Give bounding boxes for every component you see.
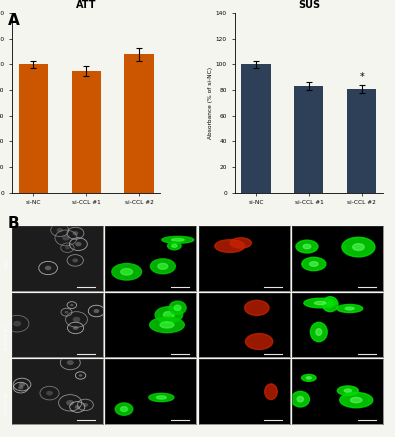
Ellipse shape bbox=[303, 244, 311, 249]
Y-axis label: Absorbance (% of si-NC): Absorbance (% of si-NC) bbox=[208, 67, 213, 139]
Circle shape bbox=[19, 382, 25, 387]
Circle shape bbox=[73, 317, 80, 322]
Circle shape bbox=[64, 311, 68, 314]
Circle shape bbox=[66, 400, 74, 406]
Circle shape bbox=[62, 235, 70, 241]
Title: SUS: SUS bbox=[298, 0, 320, 10]
Ellipse shape bbox=[230, 238, 251, 248]
Ellipse shape bbox=[155, 307, 182, 323]
Ellipse shape bbox=[353, 244, 364, 250]
Ellipse shape bbox=[310, 323, 327, 342]
Bar bbox=[19, 64, 48, 193]
Y-axis label: Si-CCL2 #1: Si-CCL2 #1 bbox=[5, 325, 9, 350]
Circle shape bbox=[75, 405, 80, 409]
Circle shape bbox=[56, 228, 63, 232]
Circle shape bbox=[79, 374, 83, 377]
Ellipse shape bbox=[297, 396, 303, 402]
Circle shape bbox=[83, 403, 88, 407]
Bar bbox=[241, 64, 271, 193]
Ellipse shape bbox=[149, 393, 174, 402]
Ellipse shape bbox=[162, 236, 194, 243]
Ellipse shape bbox=[301, 375, 316, 382]
Circle shape bbox=[45, 266, 51, 271]
Circle shape bbox=[65, 246, 70, 250]
Ellipse shape bbox=[310, 262, 318, 266]
Title: ATT: ATT bbox=[76, 0, 96, 10]
Ellipse shape bbox=[345, 307, 354, 310]
Ellipse shape bbox=[172, 244, 177, 247]
Ellipse shape bbox=[160, 322, 174, 328]
Circle shape bbox=[18, 386, 23, 389]
Ellipse shape bbox=[344, 389, 352, 392]
Circle shape bbox=[94, 309, 99, 313]
Ellipse shape bbox=[150, 317, 184, 333]
Ellipse shape bbox=[121, 268, 133, 275]
Ellipse shape bbox=[296, 240, 318, 253]
Circle shape bbox=[70, 304, 73, 306]
Ellipse shape bbox=[302, 257, 326, 271]
Text: *: * bbox=[359, 72, 364, 82]
Ellipse shape bbox=[337, 386, 358, 395]
Ellipse shape bbox=[316, 329, 322, 336]
Ellipse shape bbox=[327, 302, 333, 307]
Bar bbox=[71, 71, 101, 193]
Ellipse shape bbox=[340, 392, 373, 408]
Text: B: B bbox=[8, 216, 19, 231]
Ellipse shape bbox=[342, 237, 375, 257]
Ellipse shape bbox=[156, 396, 166, 399]
Ellipse shape bbox=[150, 259, 175, 274]
Ellipse shape bbox=[350, 397, 362, 403]
Ellipse shape bbox=[314, 302, 326, 305]
Ellipse shape bbox=[174, 305, 181, 310]
Circle shape bbox=[13, 321, 21, 326]
Y-axis label: Si-CCL2 #2: Si-CCL2 #2 bbox=[5, 392, 9, 416]
Ellipse shape bbox=[265, 384, 277, 399]
Circle shape bbox=[75, 242, 81, 246]
Ellipse shape bbox=[245, 333, 273, 350]
Ellipse shape bbox=[322, 297, 338, 312]
Ellipse shape bbox=[120, 407, 128, 412]
Ellipse shape bbox=[115, 403, 133, 415]
Ellipse shape bbox=[164, 312, 175, 318]
Ellipse shape bbox=[169, 301, 186, 314]
Bar bbox=[124, 54, 154, 193]
Circle shape bbox=[67, 360, 74, 365]
Ellipse shape bbox=[291, 392, 309, 407]
Circle shape bbox=[73, 326, 78, 330]
Text: A: A bbox=[8, 13, 20, 28]
Ellipse shape bbox=[245, 300, 269, 316]
Ellipse shape bbox=[215, 239, 245, 253]
Y-axis label: siNC: siNC bbox=[5, 259, 9, 268]
Ellipse shape bbox=[167, 242, 181, 250]
Ellipse shape bbox=[171, 239, 184, 241]
Circle shape bbox=[73, 231, 79, 236]
Ellipse shape bbox=[306, 377, 311, 379]
Ellipse shape bbox=[112, 264, 141, 280]
Bar bbox=[347, 89, 376, 193]
Ellipse shape bbox=[304, 298, 337, 308]
Bar bbox=[294, 86, 324, 193]
Circle shape bbox=[72, 258, 78, 262]
Circle shape bbox=[46, 391, 53, 395]
Ellipse shape bbox=[158, 264, 168, 269]
Ellipse shape bbox=[337, 305, 363, 312]
